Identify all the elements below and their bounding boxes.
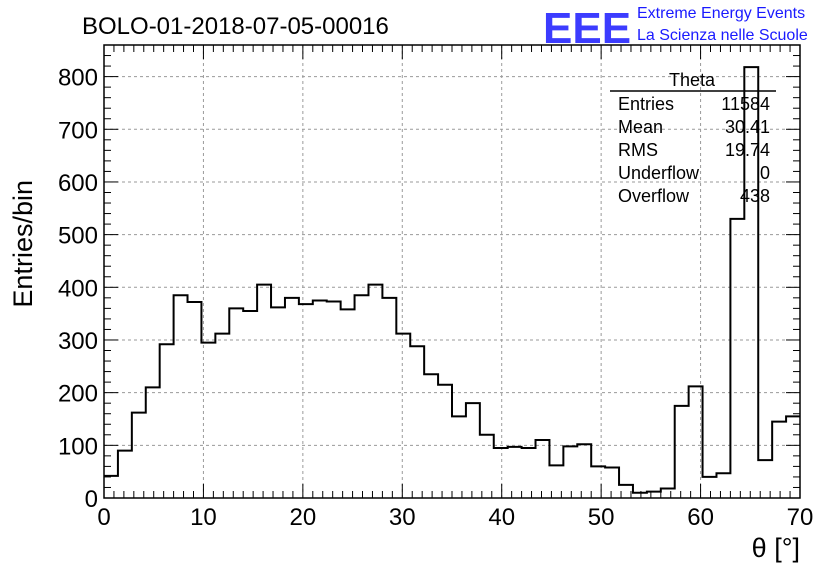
y-tick-label: 700: [58, 117, 98, 144]
histogram-bin: [647, 492, 661, 498]
x-axis-label: θ [°]: [752, 533, 800, 563]
x-tick-label: 40: [488, 504, 515, 531]
histogram-bin: [689, 386, 703, 498]
histogram-bin: [452, 416, 466, 498]
histogram-bin: [563, 446, 577, 498]
x-tick-label: 30: [389, 504, 416, 531]
stats-title: Theta: [669, 70, 716, 90]
y-tick-labels: 0 100 200 300 400 500 600 700 800: [58, 65, 98, 513]
stats-row-label: Overflow: [618, 186, 690, 206]
x-tick-label: 20: [290, 504, 317, 531]
histogram-bin: [341, 309, 355, 498]
stats-row-value: 0: [760, 163, 770, 183]
histogram-bin: [772, 422, 786, 498]
x-tick-labels: 0 10 20 30 40 50 60 70: [97, 504, 813, 531]
histogram-step-line: [104, 66, 800, 494]
stats-row-value: 438: [740, 186, 770, 206]
logo-line-2: La Scienza nelle Scuole: [637, 27, 808, 44]
histogram-bin: [299, 304, 313, 498]
histogram-bin: [508, 447, 522, 498]
x-tick-label: 50: [588, 504, 615, 531]
stats-row-label: Underflow: [618, 163, 700, 183]
histogram-bin: [355, 295, 369, 498]
histogram-bin: [327, 302, 341, 498]
histogram-bin: [410, 346, 424, 498]
y-tick-label: 800: [58, 65, 98, 92]
stats-row-value: 30.41: [725, 117, 770, 137]
logo-line-1: Extreme Energy Events: [637, 5, 805, 22]
histogram-bin: [494, 448, 508, 498]
histogram-bin: [730, 219, 744, 498]
histogram-bin: [257, 285, 271, 498]
grid-lines: [104, 45, 800, 498]
x-tick-label: 10: [190, 504, 217, 531]
histogram-bin: [675, 406, 689, 498]
eee-logo: EEE Extreme Energy Events La Scienza nel…: [543, 4, 808, 53]
histogram-bin: [285, 298, 299, 498]
histogram-bin: [786, 416, 800, 498]
histogram-bin: [243, 311, 257, 498]
histogram-bin: [188, 302, 202, 498]
histogram-bin: [703, 477, 717, 498]
histogram-bin: [716, 473, 730, 498]
y-tick-label: 500: [58, 223, 98, 250]
histogram-bin: [382, 298, 396, 498]
stats-row-value: 19.74: [725, 140, 770, 160]
histogram-bin: [368, 285, 382, 498]
y-axis-label: Entries/bin: [8, 180, 38, 308]
histogram-bin: [160, 344, 174, 498]
histogram-bin: [522, 448, 536, 498]
histogram-steps: [104, 66, 800, 498]
y-tick-label: 0: [85, 486, 98, 513]
y-tick-label: 600: [58, 170, 98, 197]
histogram-bin: [174, 295, 188, 498]
histogram-bin: [229, 308, 243, 498]
histogram-bin: [480, 435, 494, 498]
stats-row-value: 11584: [721, 94, 770, 114]
histogram-bin: [591, 466, 605, 498]
histogram-bin: [536, 440, 550, 498]
y-tick-label: 300: [58, 328, 98, 355]
stats-row-label: Entries: [618, 94, 674, 114]
x-tick-label: 60: [687, 504, 714, 531]
y-tick-label: 200: [58, 381, 98, 408]
stats-row-label: RMS: [618, 140, 658, 160]
histogram-bin: [577, 444, 591, 498]
y-tick-label: 100: [58, 433, 98, 460]
y-tick-label: 400: [58, 275, 98, 302]
chart-title: BOLO-01-2018-07-05-00016: [82, 13, 389, 40]
stats-box: Theta Entries 11584 Mean 30.41 RMS 19.74 Under…: [610, 70, 776, 206]
histogram-bin: [424, 374, 438, 498]
x-tick-label: 70: [787, 504, 814, 531]
histogram-bin: [215, 334, 229, 498]
axis-ticks: [103, 44, 801, 499]
histogram-bin: [633, 493, 647, 498]
histogram-bin: [466, 403, 480, 498]
histogram-bin: [661, 489, 675, 498]
histogram-bin: [146, 387, 160, 498]
histogram-bin: [271, 307, 285, 498]
histogram-bin: [104, 476, 118, 498]
stats-row-label: Mean: [618, 117, 663, 137]
histogram-bin: [396, 334, 410, 498]
stats-rows: Entries 11584 Mean 30.41 RMS 19.74 Underflow 0 O…: [618, 94, 770, 206]
x-tick-label: 0: [97, 504, 110, 531]
histogram-bin: [605, 467, 619, 498]
histogram-bin: [201, 343, 215, 498]
histogram-bin: [438, 385, 452, 498]
histogram-bin: [132, 413, 146, 498]
histogram-bin: [118, 451, 132, 498]
histogram-bin: [313, 300, 327, 498]
